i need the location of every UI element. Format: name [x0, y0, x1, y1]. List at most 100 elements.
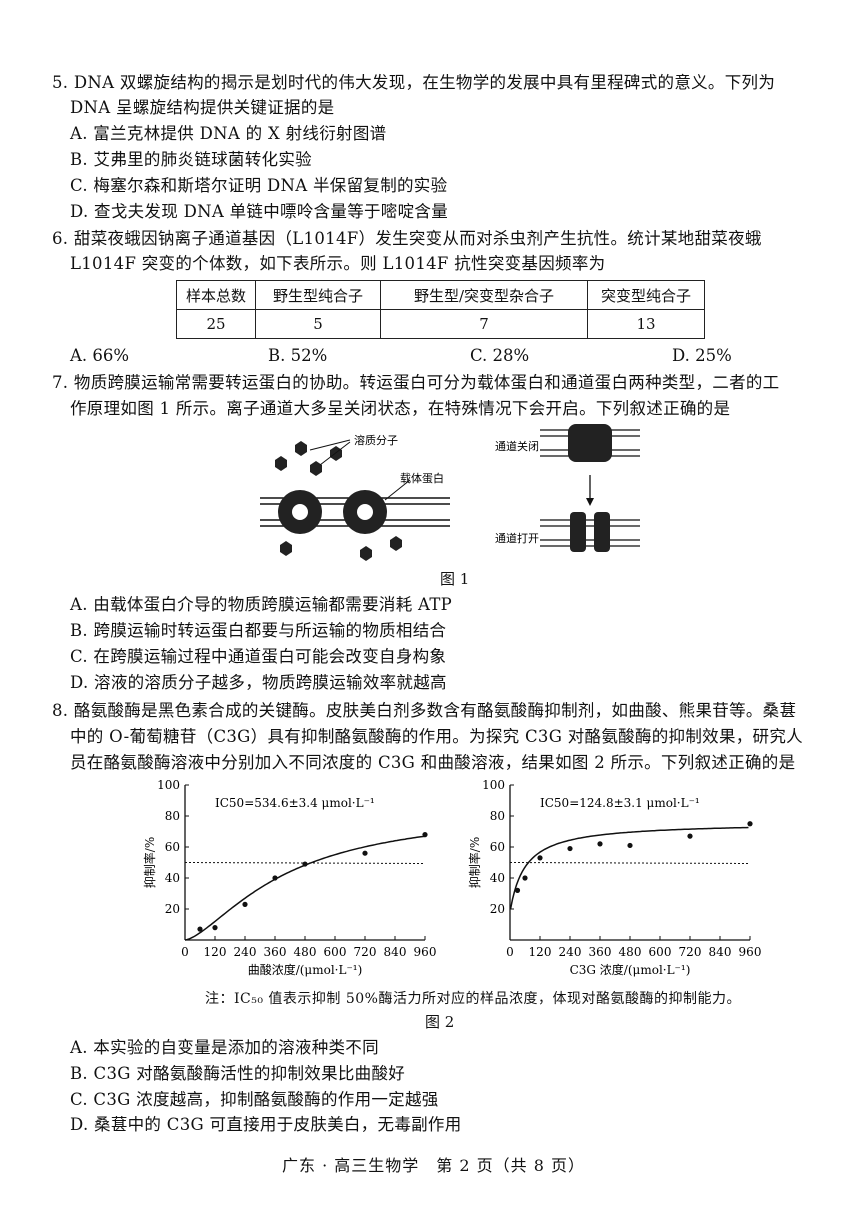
q6-stem: L1014F 突变的个体数，如下表所示。则 L1014F 抗性突变基因频率为: [70, 254, 606, 273]
q7-stem: 7. 物质跨膜运输常需要转运蛋白的协助。转运蛋白可分为载体蛋白和通道蛋白两种类型…: [52, 373, 780, 392]
x-tick-label: 360: [589, 945, 612, 959]
data-point: [197, 926, 203, 932]
data-point: [597, 841, 603, 847]
q6-option-a: A. 66%: [70, 346, 130, 365]
figure-2-note: 注：IC₅₀ 值表示抑制 50%酶活力所对应的样品浓度，体现对酪氨酸酶的抑制能力…: [205, 991, 741, 1007]
chart-kojic-acid: 0 120 240 360 480 600 720 840 960 20 40 60 80 100 曲酸浓度…: [142, 778, 437, 977]
solute-molecule-icon: [275, 441, 402, 561]
table-row: 25 5 7 13: [176, 309, 705, 339]
table-header-row: 样本总数 野生型纯合子 野生型/突变型杂合子 突变型纯合子: [176, 280, 705, 310]
y-tick-label: 40: [165, 871, 180, 885]
x-tick-label: 960: [414, 945, 437, 959]
x-tick-label: 120: [529, 945, 552, 959]
x-axis-label: 曲酸浓度/(μmol·L⁻¹): [248, 962, 363, 977]
label-carrier: 载体蛋白: [400, 471, 444, 485]
data-point: [627, 842, 633, 849]
table-cell: 7: [380, 309, 588, 339]
label-channel-closed: 通道关闭: [495, 439, 539, 453]
q7-option-c: C. 在跨膜运输过程中通道蛋白可能会改变自身构象: [70, 647, 447, 666]
q5-stem: DNA 呈螺旋结构提供关键证据的是: [70, 98, 335, 117]
ic50-annotation: IC50=534.6±3.4 μmol·L⁻¹: [215, 796, 375, 810]
q8-option-b: B. C3G 对酪氨酸酶活性的抑制效果比曲酸好: [70, 1064, 406, 1083]
q7-option-d: D. 溶液的溶质分子越多，物质跨膜运输效率就越高: [70, 673, 447, 692]
q8-stem: 员在酪氨酸酶溶液中分别加入不同浓度的 C3G 和曲酸溶液，结果如图 2 所示。下…: [70, 753, 796, 772]
y-axis-label: 抑制率/%: [142, 837, 157, 888]
x-tick-label: 240: [234, 945, 257, 959]
x-tick-label: 960: [739, 945, 762, 959]
q5-stem: 5. DNA 双螺旋结构的揭示是划时代的伟大发现，在生物学的发展中具有里程碑式的…: [52, 73, 776, 92]
figure-1-transport-diagram: 溶质分子 载体蛋白 通道关闭 通道打开: [260, 424, 640, 561]
y-tick-label: 80: [165, 809, 180, 823]
y-tick-label: 80: [490, 809, 505, 823]
table-header: 突变型纯合子: [587, 280, 705, 310]
x-tick-label: 240: [559, 945, 582, 959]
q7-option-b: B. 跨膜运输时转运蛋白都要与所运输的物质相结合: [70, 621, 447, 640]
q8-stem: 中的 O-葡萄糖苷（C3G）具有抑制酪氨酸酶的作用。为探究 C3G 对酪氨酸酶的…: [70, 727, 803, 746]
q5-option-a: A. 富兰克林提供 DNA 的 X 射线衍射图谱: [70, 124, 387, 143]
table-header: 样本总数: [176, 280, 256, 310]
table-cell: 13: [587, 309, 705, 339]
table-header: 野生型纯合子: [255, 280, 381, 310]
fitted-curve: [184, 835, 426, 941]
x-tick-label: 600: [649, 945, 672, 959]
page-footer: 广东 · 高三生物学 第 2 页（共 8 页）: [282, 1156, 585, 1175]
y-tick-label: 60: [490, 840, 505, 854]
fitted-curve: [509, 826, 749, 910]
x-tick-label: 360: [264, 945, 287, 959]
y-tick-label: 100: [482, 778, 505, 792]
data-point: [242, 901, 248, 907]
y-axis-label: 抑制率/%: [467, 837, 482, 888]
q8-option-c: C. C3G 浓度越高，抑制酪氨酸酶的作用一定越强: [70, 1090, 439, 1109]
data-point: [567, 845, 573, 852]
figure-2-caption: 图 2: [425, 1013, 455, 1031]
x-axis-label: C3G 浓度/(μmol·L⁻¹): [570, 962, 691, 977]
y-tick-label: 100: [157, 778, 180, 792]
genotype-table: 样本总数 野生型纯合子 野生型/突变型杂合子 突变型纯合子 25 5 7 13: [176, 280, 705, 339]
x-tick-label: 840: [384, 945, 407, 959]
q6-option-d: D. 25%: [672, 346, 732, 365]
carrier-protein-icon: [278, 490, 387, 534]
table-cell: 5: [255, 309, 381, 339]
y-tick-label: 20: [490, 902, 505, 916]
y-tick-label: 20: [165, 902, 180, 916]
reference-line-50: [509, 862, 751, 864]
channel-protein-icon: [568, 424, 612, 552]
q5-option-d: D. 查戈夫发现 DNA 单链中嘌呤含量等于嘧啶含量: [70, 202, 449, 221]
q6-stem: 6. 甜菜夜蛾因钠离子通道基因（L1014F）发生突变从而对杀虫剂产生抗性。统计…: [52, 229, 762, 248]
data-point: [422, 832, 428, 838]
y-tick-label: 60: [165, 840, 180, 854]
data-point: [362, 850, 368, 856]
x-tick-label: 120: [204, 945, 227, 959]
x-tick-label: 0: [181, 945, 189, 959]
table-cell: 25: [176, 309, 256, 339]
x-tick-label: 600: [324, 945, 347, 959]
y-tick-label: 40: [490, 871, 505, 885]
x-tick-label: 720: [679, 945, 702, 959]
chart-c3g: 0 120 240 360 480 600 720 840 960 20 40 60 80 100 C3G …: [467, 778, 762, 977]
q5-option-c: C. 梅塞尔森和斯塔尔证明 DNA 半保留复制的实验: [70, 176, 448, 195]
x-tick-label: 480: [619, 945, 642, 959]
x-tick-label: 0: [506, 945, 514, 959]
x-tick-label: 840: [709, 945, 732, 959]
x-tick-label: 480: [294, 945, 317, 959]
q7-stem: 作原理如图 1 所示。离子通道大多呈关闭状态，在特殊情况下会开启。下列叙述正确的…: [70, 399, 731, 418]
figure-1-caption: 图 1: [440, 570, 470, 588]
data-point: [537, 855, 543, 861]
q8-option-d: D. 桑葚中的 C3G 可直接用于皮肤美白，无毒副作用: [70, 1115, 462, 1134]
q6-option-c: C. 28%: [470, 346, 530, 365]
label-channel-open: 通道打开: [495, 531, 539, 545]
table-header: 野生型/突变型杂合子: [380, 280, 588, 310]
q6-option-b: B. 52%: [268, 346, 328, 365]
data-point: [514, 887, 521, 893]
q8-option-a: A. 本实验的自变量是添加的溶液种类不同: [70, 1038, 379, 1057]
data-point: [687, 833, 693, 839]
q8-stem: 8. 酪氨酸酶是黑色素合成的关键酶。皮肤美白剂多数含有酪氨酸酶抑制剂，如曲酸、熊…: [52, 701, 797, 720]
q5-option-b: B. 艾弗里的肺炎链球菌转化实验: [70, 150, 312, 169]
x-tick-label: 720: [354, 945, 377, 959]
data-point: [272, 875, 278, 881]
ic50-annotation: IC50=124.8±3.1 μmol·L⁻¹: [540, 796, 700, 810]
data-point: [522, 875, 528, 881]
data-point: [302, 861, 308, 867]
data-point: [212, 925, 218, 931]
label-solute: 溶质分子: [354, 433, 398, 447]
